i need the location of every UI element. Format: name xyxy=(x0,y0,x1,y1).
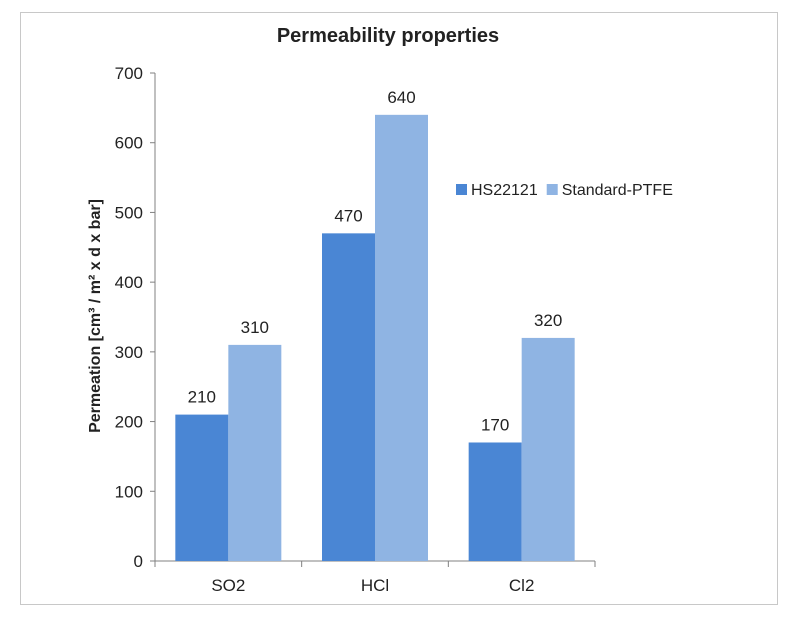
x-tick-label: Cl2 xyxy=(509,576,535,595)
bar xyxy=(322,233,375,562)
y-tick-label: 100 xyxy=(115,482,143,501)
legend: HS22121 Standard-PTFE xyxy=(456,182,673,199)
data-label: 640 xyxy=(387,88,415,107)
bar xyxy=(521,337,575,561)
y-tick-label: 400 xyxy=(115,273,143,292)
y-tick-label: 700 xyxy=(115,64,143,83)
bar xyxy=(375,114,428,561)
y-axis-label: Permeation [cm³ / m² x d x bar] xyxy=(87,199,104,433)
bar xyxy=(175,414,229,561)
y-tick-label: 0 xyxy=(134,552,143,571)
bar xyxy=(228,344,282,561)
chart-title: Permeability properties xyxy=(277,25,499,47)
data-label: 210 xyxy=(188,388,216,407)
y-tick-label: 200 xyxy=(115,413,143,432)
data-label: 170 xyxy=(481,415,509,434)
legend-label: Standard-PTFE xyxy=(562,182,673,199)
x-tick-label: HCl xyxy=(361,576,389,595)
y-tick-label: 500 xyxy=(115,203,143,222)
data-label: 320 xyxy=(534,311,562,330)
bar xyxy=(468,442,522,561)
data-label: 310 xyxy=(241,318,269,337)
legend-swatch xyxy=(546,184,558,195)
legend-swatch xyxy=(456,184,467,195)
y-tick-label: 600 xyxy=(115,134,143,153)
bars: 210 310 470 640 170 320 xyxy=(175,88,575,562)
x-tick-label: SO2 xyxy=(211,576,245,595)
legend-label: HS22121 xyxy=(471,182,538,199)
data-label: 470 xyxy=(334,206,362,225)
y-tick-label: 300 xyxy=(115,343,143,362)
